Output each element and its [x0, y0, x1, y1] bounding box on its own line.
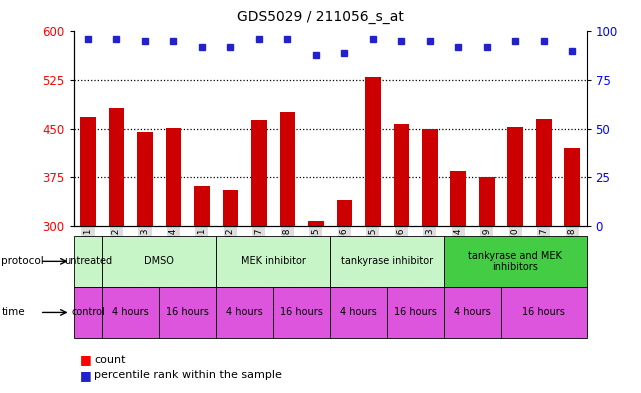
Text: 16 hours: 16 hours — [280, 307, 323, 318]
Bar — [394, 123, 409, 226]
Text: tankyrase and MEK
inhibitors: tankyrase and MEK inhibitors — [469, 251, 562, 272]
Text: GDS5029 / 211056_s_at: GDS5029 / 211056_s_at — [237, 10, 404, 24]
Bar — [308, 221, 324, 226]
Bar — [194, 186, 210, 226]
Bar — [279, 112, 296, 226]
Bar — [365, 77, 381, 226]
Text: MEK inhibitor: MEK inhibitor — [241, 256, 306, 266]
Bar — [108, 108, 124, 226]
Bar — [536, 119, 552, 226]
Text: ■: ■ — [80, 369, 92, 382]
Bar — [165, 128, 181, 226]
Text: 4 hours: 4 hours — [112, 307, 149, 318]
Text: 16 hours: 16 hours — [166, 307, 209, 318]
Text: control: control — [71, 307, 105, 318]
Text: 4 hours: 4 hours — [454, 307, 491, 318]
Text: 4 hours: 4 hours — [340, 307, 377, 318]
Text: percentile rank within the sample: percentile rank within the sample — [94, 370, 282, 380]
Bar — [222, 190, 238, 226]
Text: 16 hours: 16 hours — [522, 307, 565, 318]
Bar — [251, 119, 267, 226]
Text: 16 hours: 16 hours — [394, 307, 437, 318]
Text: ■: ■ — [80, 353, 92, 366]
Bar — [479, 177, 495, 226]
Text: time: time — [1, 307, 25, 318]
Bar — [508, 127, 523, 226]
Text: count: count — [94, 354, 126, 365]
Bar — [337, 200, 352, 226]
Text: tankyrase inhibitor: tankyrase inhibitor — [341, 256, 433, 266]
Bar — [80, 117, 96, 226]
Bar — [565, 148, 580, 226]
Text: protocol: protocol — [1, 256, 44, 266]
Bar — [451, 171, 466, 226]
Bar — [422, 129, 438, 226]
Bar — [137, 132, 153, 226]
Text: untreated: untreated — [64, 256, 112, 266]
Text: 4 hours: 4 hours — [226, 307, 263, 318]
Text: DMSO: DMSO — [144, 256, 174, 266]
